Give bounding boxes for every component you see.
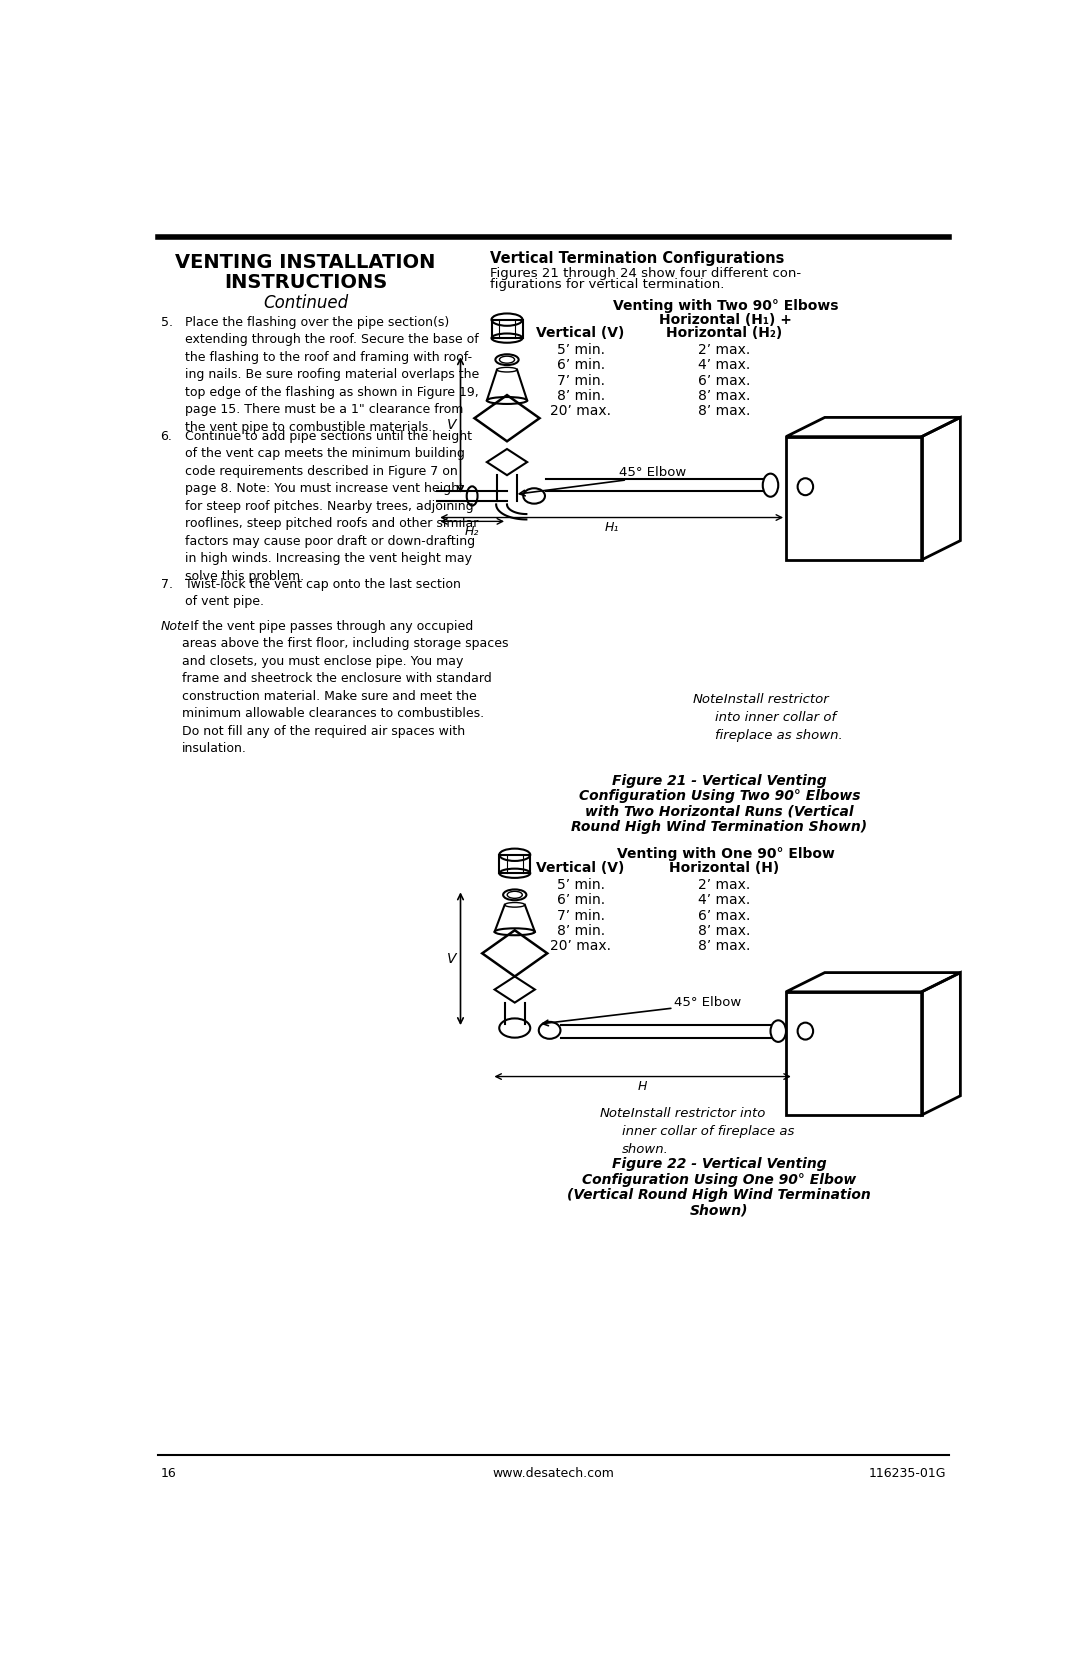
Text: 5’ min.: 5’ min. bbox=[556, 878, 605, 891]
Text: Configuration Using One 90° Elbow: Configuration Using One 90° Elbow bbox=[582, 1173, 856, 1187]
Text: 8’ max.: 8’ max. bbox=[698, 940, 751, 953]
Text: 7’ min.: 7’ min. bbox=[556, 908, 605, 923]
Text: VENTING INSTALLATION: VENTING INSTALLATION bbox=[175, 252, 435, 272]
Text: 8’ max.: 8’ max. bbox=[698, 389, 751, 402]
Text: H: H bbox=[638, 1080, 647, 1093]
Text: Shown): Shown) bbox=[690, 1203, 748, 1218]
Text: V: V bbox=[447, 419, 457, 432]
Text: Horizontal (H₂): Horizontal (H₂) bbox=[666, 325, 782, 340]
Text: Vertical (V): Vertical (V) bbox=[537, 861, 625, 875]
Text: 8’ min.: 8’ min. bbox=[556, 389, 605, 402]
Text: Place the flashing over the pipe section(s)
extending through the roof. Secure t: Place the flashing over the pipe section… bbox=[186, 315, 480, 434]
Text: 7’ min.: 7’ min. bbox=[556, 374, 605, 387]
Text: Figure 22 - Vertical Venting: Figure 22 - Vertical Venting bbox=[612, 1157, 826, 1172]
Text: Round High Wind Termination Shown): Round High Wind Termination Shown) bbox=[571, 819, 867, 834]
Text: : If the vent pipe passes through any occupied
areas above the first floor, incl: : If the vent pipe passes through any oc… bbox=[181, 619, 508, 756]
Text: Venting with Two 90° Elbows: Venting with Two 90° Elbows bbox=[612, 299, 838, 312]
Text: 20’ max.: 20’ max. bbox=[550, 404, 611, 419]
Text: 8’ min.: 8’ min. bbox=[556, 925, 605, 938]
Text: 6’ min.: 6’ min. bbox=[556, 359, 605, 372]
Text: Note: Note bbox=[161, 619, 190, 633]
Text: figurations for vertical termination.: figurations for vertical termination. bbox=[490, 279, 725, 290]
Text: : Install restrictor into
inner collar of fireplace as
shown.: : Install restrictor into inner collar o… bbox=[622, 1107, 794, 1157]
Text: 7.: 7. bbox=[161, 577, 173, 591]
Text: 6’ max.: 6’ max. bbox=[698, 374, 751, 387]
Text: 4’ max.: 4’ max. bbox=[698, 893, 751, 908]
Text: Vertical Termination Configurations: Vertical Termination Configurations bbox=[490, 250, 784, 265]
Text: H₂: H₂ bbox=[464, 526, 480, 537]
Text: (Vertical Round High Wind Termination: (Vertical Round High Wind Termination bbox=[567, 1188, 872, 1202]
Text: Venting with One 90° Elbow: Venting with One 90° Elbow bbox=[617, 848, 835, 861]
Text: 4’ max.: 4’ max. bbox=[698, 359, 751, 372]
Text: Horizontal (H₁) +: Horizontal (H₁) + bbox=[659, 312, 792, 327]
Text: 8’ max.: 8’ max. bbox=[698, 404, 751, 419]
Text: Continued: Continued bbox=[262, 294, 348, 312]
Text: V: V bbox=[447, 951, 457, 966]
Text: Note: Note bbox=[693, 693, 725, 706]
Text: Continue to add pipe sections until the height
of the vent cap meets the minimum: Continue to add pipe sections until the … bbox=[186, 429, 478, 582]
Text: Vertical (V): Vertical (V) bbox=[537, 325, 625, 340]
Bar bbox=[786, 991, 921, 1115]
Text: Horizontal (H): Horizontal (H) bbox=[669, 861, 779, 875]
Text: Twist-lock the vent cap onto the last section
of vent pipe.: Twist-lock the vent cap onto the last se… bbox=[186, 577, 461, 608]
Text: 2’ max.: 2’ max. bbox=[698, 342, 751, 357]
Text: Note: Note bbox=[600, 1107, 632, 1120]
Text: with Two Horizontal Runs (Vertical: with Two Horizontal Runs (Vertical bbox=[585, 804, 853, 819]
Text: 45° Elbow: 45° Elbow bbox=[674, 996, 741, 1008]
Text: : Install restrictor
into inner collar of
fireplace as shown.: : Install restrictor into inner collar o… bbox=[715, 693, 842, 743]
Text: 6’ max.: 6’ max. bbox=[698, 908, 751, 923]
Text: H₁: H₁ bbox=[605, 521, 619, 534]
Text: 2’ max.: 2’ max. bbox=[698, 878, 751, 891]
Text: 16: 16 bbox=[161, 1467, 176, 1480]
Text: 5.: 5. bbox=[161, 315, 173, 329]
Text: Configuration Using Two 90° Elbows: Configuration Using Two 90° Elbows bbox=[579, 789, 860, 803]
Text: Figure 21 - Vertical Venting: Figure 21 - Vertical Venting bbox=[612, 774, 826, 788]
Text: 45° Elbow: 45° Elbow bbox=[619, 466, 687, 479]
Text: 116235-01G: 116235-01G bbox=[869, 1467, 946, 1480]
Bar bbox=[499, 855, 530, 873]
Bar bbox=[491, 320, 523, 339]
Text: 6’ min.: 6’ min. bbox=[556, 893, 605, 908]
Text: 5’ min.: 5’ min. bbox=[556, 342, 605, 357]
Bar bbox=[786, 437, 921, 559]
Text: 6.: 6. bbox=[161, 429, 173, 442]
Text: 8’ max.: 8’ max. bbox=[698, 925, 751, 938]
Text: INSTRUCTIONS: INSTRUCTIONS bbox=[224, 274, 387, 292]
Text: Figures 21 through 24 show four different con-: Figures 21 through 24 show four differen… bbox=[490, 267, 801, 279]
Text: www.desatech.com: www.desatech.com bbox=[492, 1467, 615, 1480]
Text: 20’ max.: 20’ max. bbox=[550, 940, 611, 953]
